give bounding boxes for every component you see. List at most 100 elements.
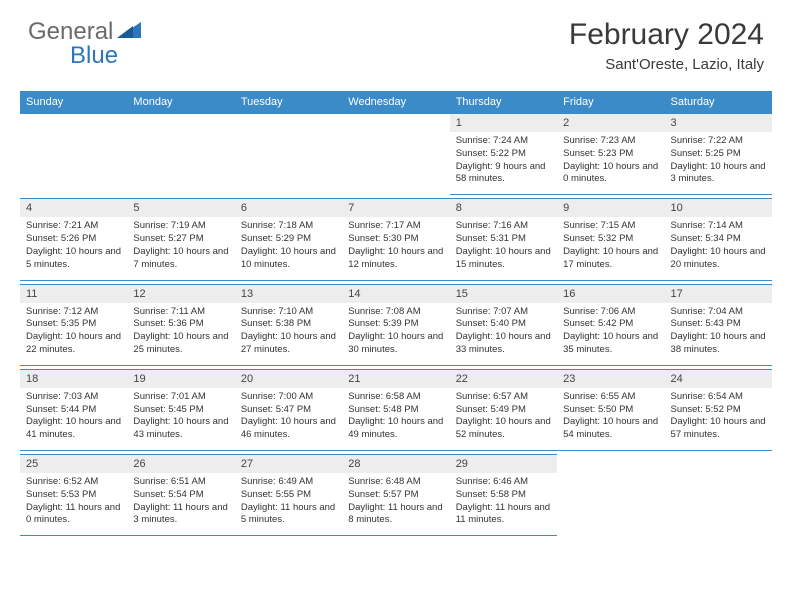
calendar-day-cell: 14Sunrise: 7:08 AMSunset: 5:39 PMDayligh… [342,284,449,365]
day-details: Sunrise: 7:06 AMSunset: 5:42 PMDaylight:… [557,303,664,365]
calendar-day-cell: 29Sunrise: 6:46 AMSunset: 5:58 PMDayligh… [450,455,557,536]
calendar-day-cell: 16Sunrise: 7:06 AMSunset: 5:42 PMDayligh… [557,284,664,365]
day-details: Sunrise: 6:55 AMSunset: 5:50 PMDaylight:… [557,388,664,450]
day-number: 25 [20,455,127,473]
weekday-header: Sunday [20,91,127,114]
day-details: Sunrise: 7:03 AMSunset: 5:44 PMDaylight:… [20,388,127,450]
day-number: 17 [665,285,772,303]
day-details: Sunrise: 7:07 AMSunset: 5:40 PMDaylight:… [450,303,557,365]
calendar-day-cell: 9Sunrise: 7:15 AMSunset: 5:32 PMDaylight… [557,199,664,280]
month-title: February 2024 [569,18,764,52]
calendar-day-cell: 6Sunrise: 7:18 AMSunset: 5:29 PMDaylight… [235,199,342,280]
day-number: 24 [665,370,772,388]
day-number: 28 [342,455,449,473]
calendar-day-cell: 12Sunrise: 7:11 AMSunset: 5:36 PMDayligh… [127,284,234,365]
day-details: Sunrise: 7:21 AMSunset: 5:26 PMDaylight:… [20,217,127,279]
calendar-day-cell [20,114,127,195]
weekday-header: Wednesday [342,91,449,114]
calendar-head: SundayMondayTuesdayWednesdayThursdayFrid… [20,91,772,114]
day-number: 29 [450,455,557,473]
calendar-day-cell: 11Sunrise: 7:12 AMSunset: 5:35 PMDayligh… [20,284,127,365]
calendar-week-row: 18Sunrise: 7:03 AMSunset: 5:44 PMDayligh… [20,369,772,450]
day-number: 7 [342,199,449,217]
day-number: 6 [235,199,342,217]
day-number: 15 [450,285,557,303]
day-details: Sunrise: 6:58 AMSunset: 5:48 PMDaylight:… [342,388,449,450]
weekday-header: Saturday [665,91,772,114]
title-block: February 2024 Sant'Oreste, Lazio, Italy [569,18,764,73]
day-number: 5 [127,199,234,217]
day-details: Sunrise: 7:11 AMSunset: 5:36 PMDaylight:… [127,303,234,365]
day-details: Sunrise: 6:48 AMSunset: 5:57 PMDaylight:… [342,473,449,535]
calendar-day-cell: 4Sunrise: 7:21 AMSunset: 5:26 PMDaylight… [20,199,127,280]
calendar-day-cell [557,455,664,536]
calendar-day-cell: 2Sunrise: 7:23 AMSunset: 5:23 PMDaylight… [557,114,664,195]
day-number: 1 [450,114,557,132]
day-number: 10 [665,199,772,217]
day-details: Sunrise: 7:12 AMSunset: 5:35 PMDaylight:… [20,303,127,365]
calendar-day-cell: 10Sunrise: 7:14 AMSunset: 5:34 PMDayligh… [665,199,772,280]
calendar-day-cell: 24Sunrise: 6:54 AMSunset: 5:52 PMDayligh… [665,369,772,450]
day-number: 11 [20,285,127,303]
calendar-day-cell: 15Sunrise: 7:07 AMSunset: 5:40 PMDayligh… [450,284,557,365]
day-number: 26 [127,455,234,473]
calendar-day-cell: 13Sunrise: 7:10 AMSunset: 5:38 PMDayligh… [235,284,342,365]
calendar-day-cell: 27Sunrise: 6:49 AMSunset: 5:55 PMDayligh… [235,455,342,536]
weekday-header: Friday [557,91,664,114]
day-number: 20 [235,370,342,388]
day-details: Sunrise: 7:18 AMSunset: 5:29 PMDaylight:… [235,217,342,279]
day-details: Sunrise: 7:10 AMSunset: 5:38 PMDaylight:… [235,303,342,365]
calendar-day-cell [127,114,234,195]
day-number: 21 [342,370,449,388]
day-number: 9 [557,199,664,217]
calendar-day-cell: 7Sunrise: 7:17 AMSunset: 5:30 PMDaylight… [342,199,449,280]
calendar-day-cell: 22Sunrise: 6:57 AMSunset: 5:49 PMDayligh… [450,369,557,450]
calendar-day-cell: 19Sunrise: 7:01 AMSunset: 5:45 PMDayligh… [127,369,234,450]
logo-triangle-icon [117,20,145,45]
day-details: Sunrise: 6:49 AMSunset: 5:55 PMDaylight:… [235,473,342,535]
day-details: Sunrise: 6:52 AMSunset: 5:53 PMDaylight:… [20,473,127,535]
calendar-day-cell: 1Sunrise: 7:24 AMSunset: 5:22 PMDaylight… [450,114,557,195]
day-number: 8 [450,199,557,217]
calendar-day-cell: 17Sunrise: 7:04 AMSunset: 5:43 PMDayligh… [665,284,772,365]
weekday-header: Thursday [450,91,557,114]
logo: General Blue [28,18,147,46]
day-details: Sunrise: 7:17 AMSunset: 5:30 PMDaylight:… [342,217,449,279]
day-details: Sunrise: 7:14 AMSunset: 5:34 PMDaylight:… [665,217,772,279]
day-details: Sunrise: 6:46 AMSunset: 5:58 PMDaylight:… [450,473,557,535]
calendar-day-cell: 28Sunrise: 6:48 AMSunset: 5:57 PMDayligh… [342,455,449,536]
calendar-week-row: 4Sunrise: 7:21 AMSunset: 5:26 PMDaylight… [20,199,772,280]
day-number: 16 [557,285,664,303]
day-number: 27 [235,455,342,473]
weekday-header: Tuesday [235,91,342,114]
day-details: Sunrise: 7:19 AMSunset: 5:27 PMDaylight:… [127,217,234,279]
calendar-table: SundayMondayTuesdayWednesdayThursdayFrid… [20,91,772,536]
day-details: Sunrise: 7:22 AMSunset: 5:25 PMDaylight:… [665,132,772,194]
header: General Blue February 2024 Sant'Oreste, … [0,0,792,83]
weekday-header: Monday [127,91,234,114]
calendar-day-cell: 5Sunrise: 7:19 AMSunset: 5:27 PMDaylight… [127,199,234,280]
calendar-week-row: 25Sunrise: 6:52 AMSunset: 5:53 PMDayligh… [20,455,772,536]
day-details: Sunrise: 7:16 AMSunset: 5:31 PMDaylight:… [450,217,557,279]
calendar-day-cell [665,455,772,536]
day-number: 18 [20,370,127,388]
calendar-week-row: 11Sunrise: 7:12 AMSunset: 5:35 PMDayligh… [20,284,772,365]
calendar-body: 1Sunrise: 7:24 AMSunset: 5:22 PMDaylight… [20,114,772,536]
day-details: Sunrise: 7:24 AMSunset: 5:22 PMDaylight:… [450,132,557,194]
day-number: 13 [235,285,342,303]
day-details: Sunrise: 7:15 AMSunset: 5:32 PMDaylight:… [557,217,664,279]
day-number: 2 [557,114,664,132]
calendar-day-cell: 26Sunrise: 6:51 AMSunset: 5:54 PMDayligh… [127,455,234,536]
calendar-day-cell: 8Sunrise: 7:16 AMSunset: 5:31 PMDaylight… [450,199,557,280]
day-number: 3 [665,114,772,132]
calendar-day-cell: 23Sunrise: 6:55 AMSunset: 5:50 PMDayligh… [557,369,664,450]
calendar-day-cell: 25Sunrise: 6:52 AMSunset: 5:53 PMDayligh… [20,455,127,536]
calendar-day-cell [342,114,449,195]
day-details: Sunrise: 7:00 AMSunset: 5:47 PMDaylight:… [235,388,342,450]
calendar-day-cell: 18Sunrise: 7:03 AMSunset: 5:44 PMDayligh… [20,369,127,450]
day-details: Sunrise: 6:57 AMSunset: 5:49 PMDaylight:… [450,388,557,450]
calendar-day-cell: 21Sunrise: 6:58 AMSunset: 5:48 PMDayligh… [342,369,449,450]
calendar-day-cell [235,114,342,195]
day-details: Sunrise: 6:54 AMSunset: 5:52 PMDaylight:… [665,388,772,450]
day-details: Sunrise: 7:04 AMSunset: 5:43 PMDaylight:… [665,303,772,365]
